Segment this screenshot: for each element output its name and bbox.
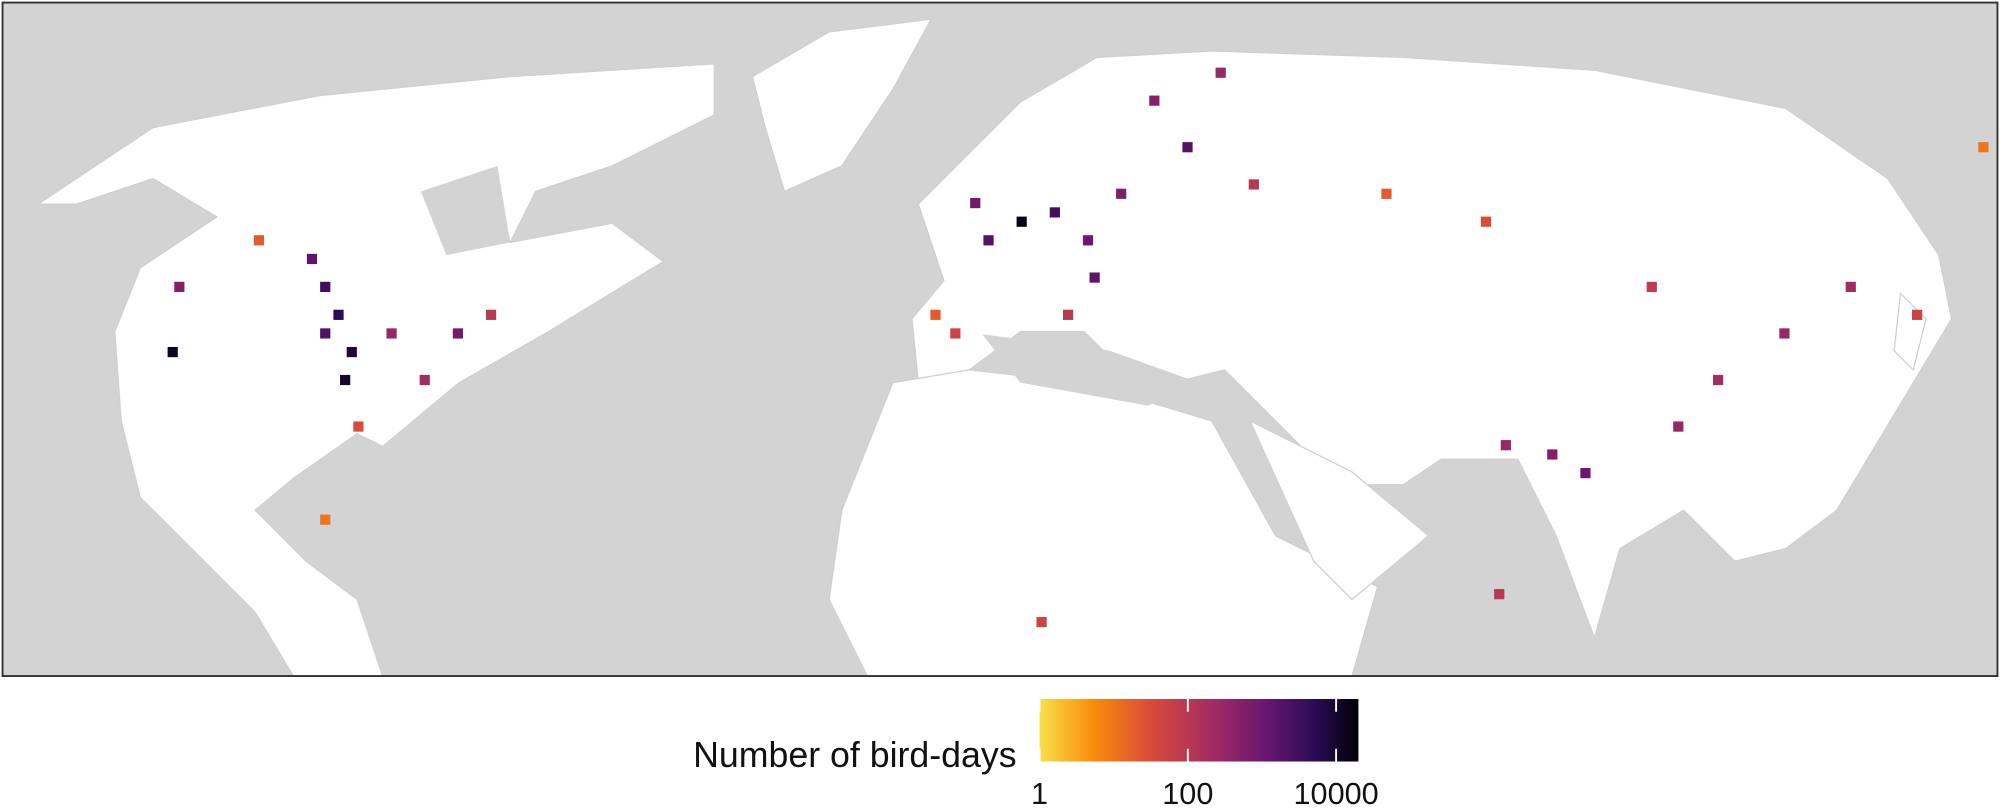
map-border (1, 1, 1999, 678)
cell (1845, 281, 1856, 292)
cell (174, 281, 185, 292)
legend-tick-label: 100 (1162, 777, 1213, 810)
legend-tick-label: 10000 (1294, 777, 1379, 810)
cell (1500, 440, 1511, 451)
cell (1547, 449, 1558, 460)
cell (1149, 95, 1160, 106)
cell (320, 328, 331, 339)
legend-title: Number of bird-days (693, 735, 1016, 775)
cell (1480, 216, 1492, 227)
cell (1713, 374, 1724, 386)
cell (1978, 142, 1989, 153)
colorbar (1039, 699, 1359, 762)
cell (983, 235, 994, 246)
cell (346, 346, 357, 358)
cell (1494, 589, 1505, 600)
cell (452, 328, 464, 339)
cell (419, 374, 430, 386)
legend-ticks: 1 100 10000 (1031, 699, 1379, 810)
cell (167, 346, 178, 358)
north-america (36, 63, 715, 677)
map (2, 2, 1998, 677)
cell (353, 421, 364, 432)
greenland (751, 18, 933, 193)
cell (1911, 309, 1923, 320)
cell (320, 281, 331, 292)
cell (253, 235, 265, 246)
cell (1116, 188, 1127, 199)
hudson-bay (420, 165, 511, 256)
cell (1779, 328, 1790, 339)
cell (1089, 272, 1100, 283)
cell (320, 514, 331, 525)
cells (167, 67, 1989, 628)
cell (485, 309, 497, 320)
cell (1016, 216, 1027, 227)
cell (333, 309, 344, 320)
cell (1248, 179, 1259, 190)
land (36, 18, 1953, 677)
cell (930, 309, 941, 320)
eurasia (911, 50, 1953, 640)
cell (1049, 207, 1060, 218)
cell (1082, 235, 1094, 246)
legend-tick-label: 1 (1031, 777, 1048, 810)
mediterranean (982, 334, 1199, 406)
cell (340, 374, 351, 386)
arabia (1248, 419, 1430, 601)
cell (1381, 188, 1392, 199)
cell (1646, 281, 1657, 292)
cell (1580, 468, 1591, 479)
cell (1215, 67, 1226, 78)
cell (1182, 142, 1193, 153)
cell (1036, 616, 1047, 628)
cell (1673, 421, 1684, 432)
cell (950, 328, 961, 339)
cell (306, 253, 318, 265)
cell (1063, 309, 1074, 320)
cell (970, 197, 981, 209)
cell (386, 328, 397, 339)
